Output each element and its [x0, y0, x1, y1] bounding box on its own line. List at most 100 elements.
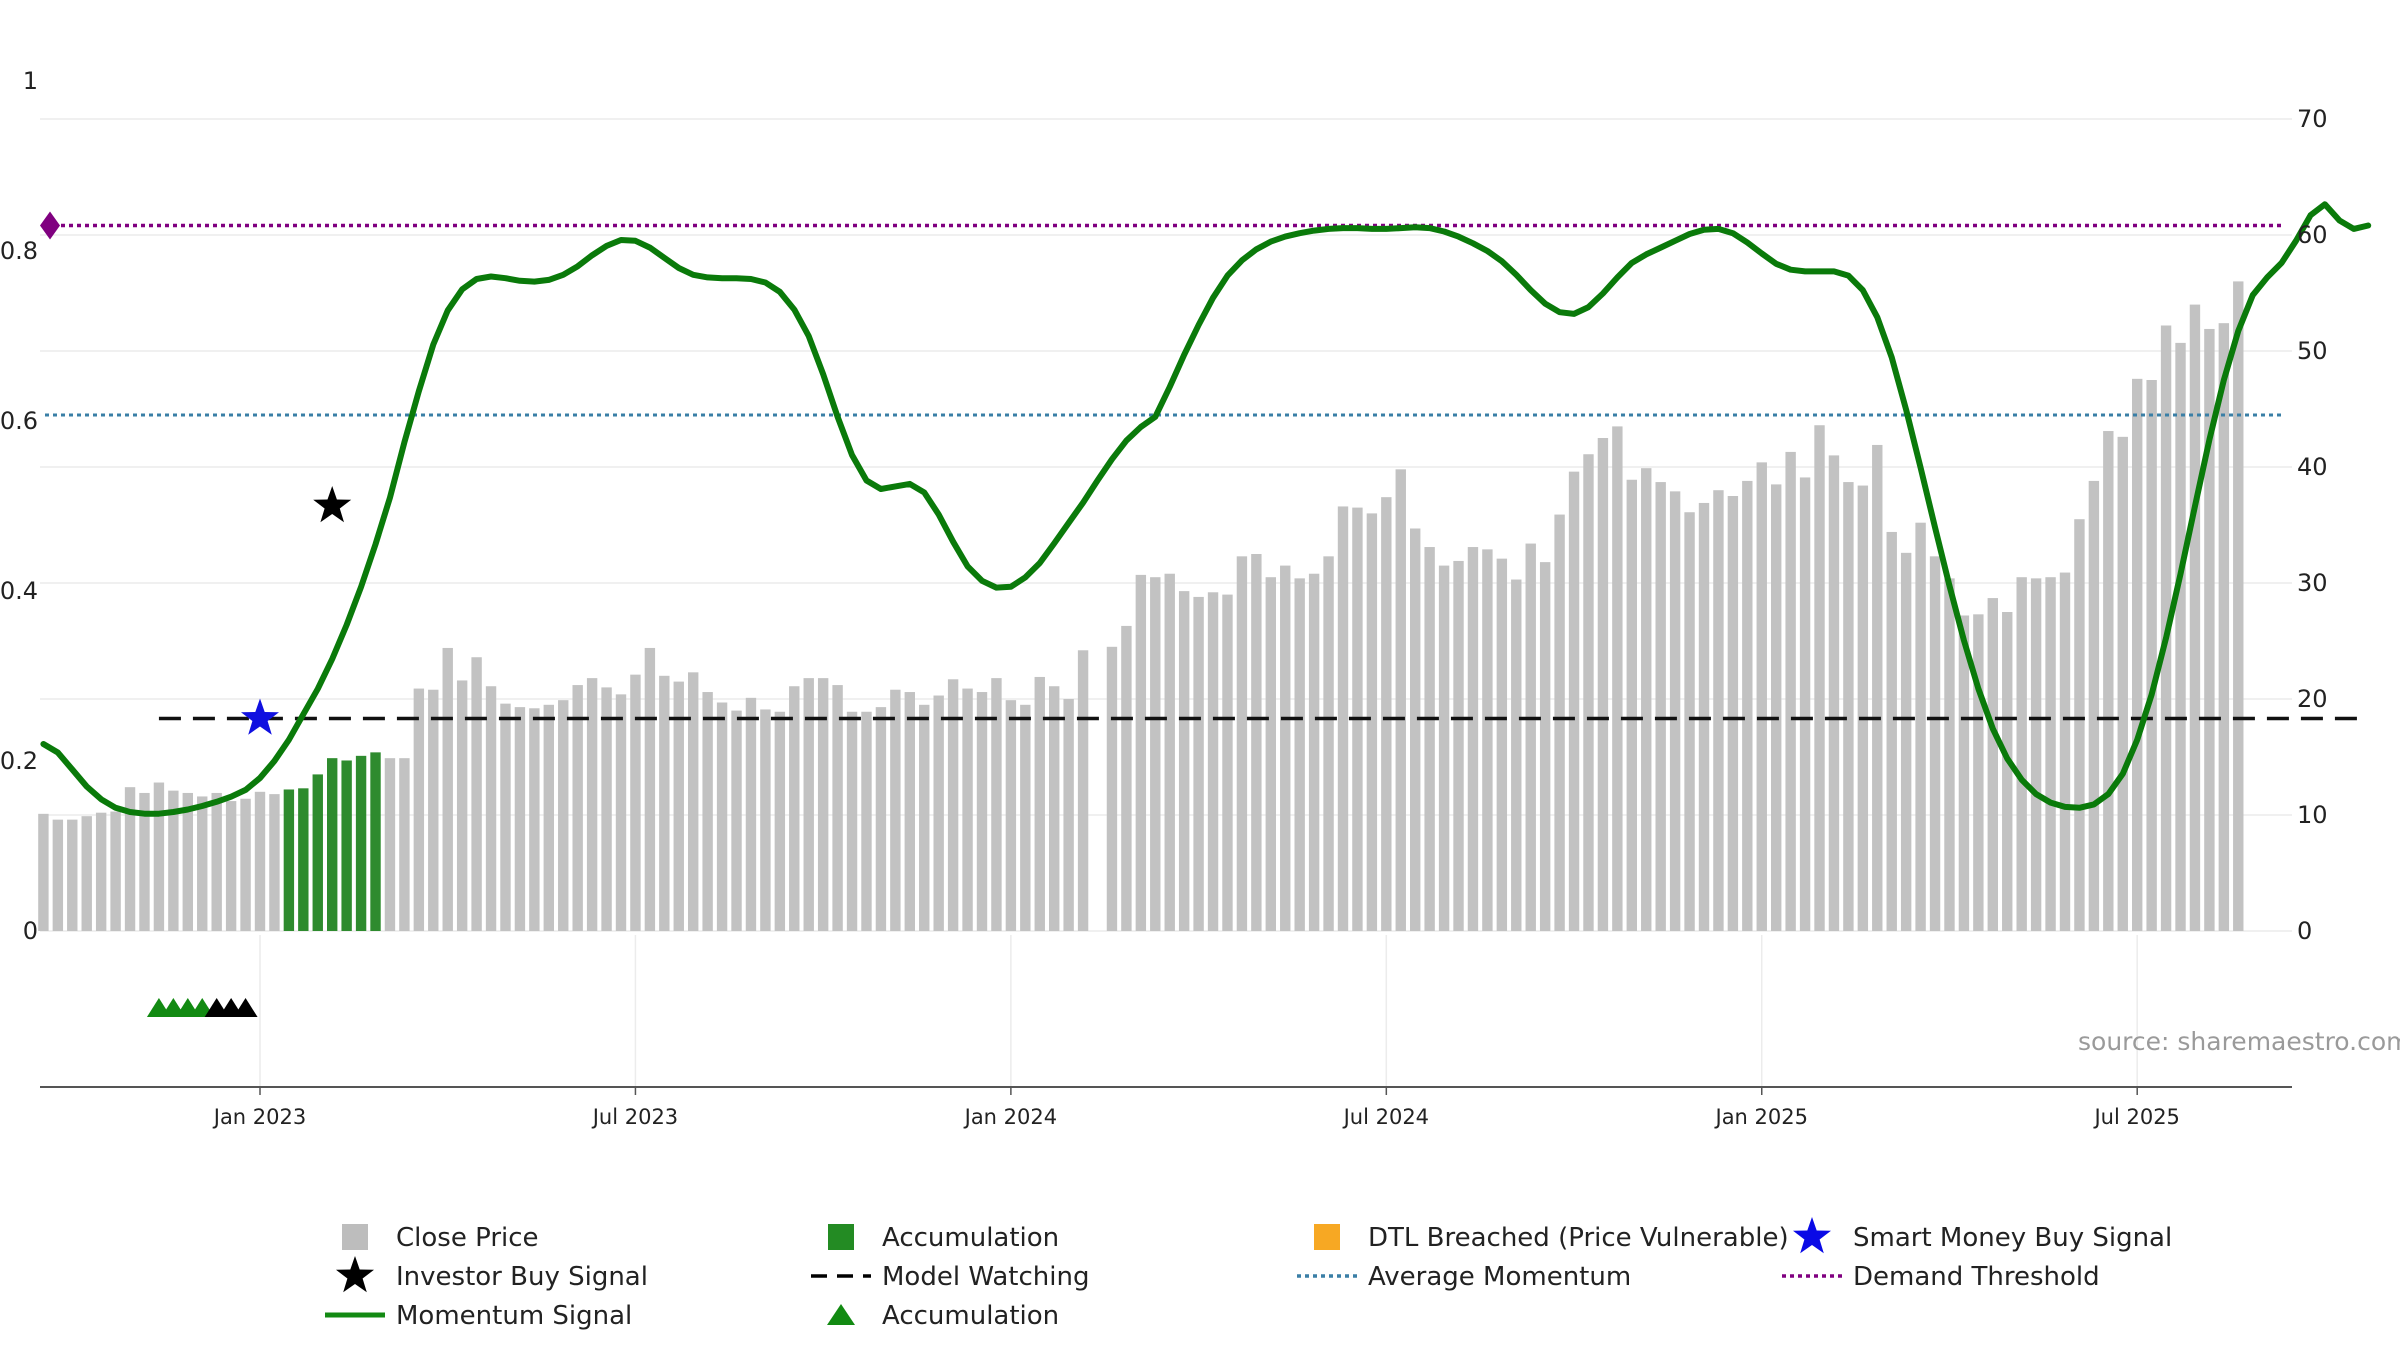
close-price-bar	[688, 672, 699, 931]
close-price-bar	[2030, 578, 2042, 931]
close-price-bar	[1568, 471, 1580, 931]
close-price-bar	[1857, 485, 1869, 931]
close-price-bar	[2002, 612, 2013, 931]
legend-accumulation-swatch	[828, 1224, 854, 1250]
close-price-bar	[904, 692, 915, 931]
legend-smart-money-buy-signal-label: Smart Money Buy Signal	[1853, 1223, 2172, 1253]
left-tick-label: 1	[23, 67, 38, 95]
accumulation-bar	[341, 760, 352, 931]
close-price-bar	[211, 792, 222, 931]
close-price-bar	[774, 711, 786, 931]
close-price-bar	[1886, 531, 1897, 931]
left-tick-label: 0.4	[0, 577, 38, 605]
close-price-bar	[1193, 596, 1204, 931]
close-price-bar	[2074, 519, 2085, 931]
close-price-bar	[1178, 591, 1190, 931]
close-price-bar	[1669, 491, 1681, 931]
close-price-bar	[1482, 549, 1493, 931]
left-tick-label: 0.6	[0, 407, 38, 435]
close-price-bar	[2218, 323, 2230, 931]
close-price-bar	[81, 816, 92, 931]
close-price-bar	[110, 811, 121, 931]
close-price-bar	[2146, 380, 2157, 931]
left-tick-label: 0	[23, 917, 38, 945]
close-price-bar	[976, 692, 988, 931]
close-price-bar	[1828, 455, 1840, 931]
close-price-bar	[2117, 436, 2128, 931]
close-price-bar	[240, 798, 251, 931]
close-price-bar	[760, 709, 771, 931]
legend-smart-money-buy-signal-icon	[1793, 1217, 1831, 1254]
close-price-bar	[182, 792, 193, 931]
close-price-bar	[67, 819, 78, 931]
close-price-bar	[2233, 281, 2244, 931]
x-tick-label: Jul 2023	[591, 1105, 678, 1129]
close-price-bar	[1944, 578, 1955, 931]
close-price-bar	[1785, 451, 1796, 931]
close-price-bar	[139, 792, 150, 931]
momentum-signal-line	[40, 201, 2372, 817]
close-price-bar	[832, 685, 843, 931]
close-price-bar	[1641, 468, 1652, 931]
close-price-bar	[225, 801, 237, 931]
close-price-bar	[1742, 480, 1753, 931]
close-price-bar	[1727, 496, 1739, 931]
legend-close-price-swatch	[342, 1224, 368, 1250]
close-price-bar	[558, 700, 569, 931]
close-price-bar	[95, 812, 107, 931]
smart-money-buy-signal-star	[241, 698, 279, 735]
close-price-bar	[1236, 556, 1248, 931]
close-price-bar	[933, 695, 944, 931]
close-price-bar	[1034, 676, 1045, 931]
close-price-bar	[2103, 431, 2114, 931]
x-tick-label: Jul 2025	[2092, 1105, 2179, 1129]
close-price-bar	[803, 678, 814, 931]
close-price-bar	[1511, 579, 1522, 931]
close-price-bar	[1265, 577, 1276, 931]
close-price-bar	[1771, 484, 1782, 931]
close-price-bar	[2088, 480, 2100, 931]
close-price-bar	[702, 692, 713, 931]
close-price-bar	[1251, 554, 1262, 931]
right-tick-label: 10	[2297, 801, 2328, 829]
legend-demand-threshold-label: Demand Threshold	[1853, 1262, 2100, 1292]
close-price-bar	[269, 794, 280, 931]
close-price-bar	[1410, 528, 1421, 931]
close-price-bar	[1121, 625, 1132, 931]
accumulation-bar	[370, 752, 381, 931]
axes: Jan 2023 Jul 2023 Jan 2024 Jul 2024 Jan 2025…	[0, 67, 2328, 1129]
close-price-bar	[1799, 477, 1811, 931]
close-price-bar	[500, 703, 511, 931]
close-price-bar	[731, 710, 742, 931]
close-price-bar	[716, 702, 728, 931]
accumulation-bar	[312, 774, 323, 931]
close-price-bar	[254, 791, 266, 931]
close-price-bar	[399, 758, 410, 931]
right-tick-label: 30	[2297, 569, 2328, 597]
left-tick-label: 0.2	[0, 747, 38, 775]
close-price-bar	[1554, 514, 1565, 931]
right-tick-label: 20	[2297, 685, 2328, 713]
close-price-bar	[991, 678, 1002, 931]
close-price-bar	[615, 694, 627, 931]
legend-accumulation-label: Accumulation	[882, 1223, 1059, 1253]
legend-dtl-breached-price-vulnerable-swatch	[1314, 1224, 1340, 1250]
close-price-bar	[543, 704, 554, 931]
close-price-bar	[38, 813, 49, 931]
close-price-bar	[1020, 704, 1031, 931]
close-price-bar	[962, 688, 973, 931]
accumulation-bar	[298, 788, 309, 931]
close-price-bar	[1612, 426, 1623, 931]
close-price-bar	[514, 707, 526, 931]
close-price-bar	[1135, 574, 1147, 931]
demand-marker	[40, 211, 60, 240]
x-tick-label: Jan 2023	[212, 1105, 307, 1129]
source-label: source: sharemaestro.com	[2078, 1027, 2400, 1056]
close-price-bar	[1915, 522, 1926, 931]
close-price-bar	[153, 782, 165, 931]
close-price-bar	[1900, 552, 1912, 931]
close-price-bar	[485, 686, 497, 931]
close-price-bar	[875, 707, 887, 931]
close-price-bar	[1814, 425, 1825, 931]
close-price-bar	[2045, 577, 2056, 931]
